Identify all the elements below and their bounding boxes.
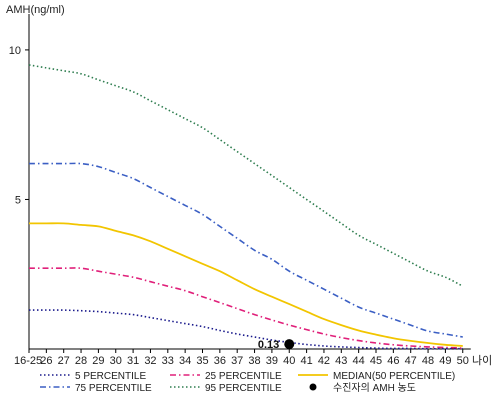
x-tick-label: 48 bbox=[422, 355, 434, 367]
series-line-5-percentile bbox=[29, 309, 463, 350]
x-tick-label: 46 bbox=[387, 355, 399, 367]
legend-swatch bbox=[309, 383, 317, 391]
x-tick-label: 32 bbox=[144, 355, 156, 367]
legend-label: 95 PERCENTILE bbox=[205, 383, 282, 394]
x-tick-label: 40 bbox=[283, 355, 295, 367]
legend-label: 5 PERCENTILE bbox=[75, 371, 146, 382]
x-tick-label: 27 bbox=[58, 355, 70, 367]
x-tick-label: 29 bbox=[92, 355, 104, 367]
legend-label: 75 PERCENTILE bbox=[75, 383, 152, 394]
legend-label: 수진자의 AMH 농도 bbox=[333, 382, 416, 394]
x-tick-label: 42 bbox=[318, 355, 330, 367]
x-tick-label: 35 bbox=[196, 355, 208, 367]
patient-marker-label: 0.13 bbox=[258, 339, 279, 351]
patient-marker: 0.13 bbox=[258, 339, 295, 351]
patient-marker-point bbox=[284, 339, 295, 350]
x-tick-label: 41 bbox=[300, 355, 312, 367]
y-ticks: 10 5 bbox=[9, 45, 29, 206]
series-line-25-percentile bbox=[28, 267, 463, 349]
x-tick-label: 37 bbox=[231, 355, 243, 367]
x-tick-label: 50 bbox=[457, 355, 469, 367]
x-tick-label: 43 bbox=[335, 355, 347, 367]
series-lines bbox=[28, 64, 464, 350]
x-tick-label: 44 bbox=[353, 355, 365, 367]
x-tick-label: 26 bbox=[40, 355, 52, 367]
x-tick-label: 49 bbox=[439, 355, 451, 367]
x-axis-label: 나이 bbox=[472, 354, 492, 367]
x-tick-label: 34 bbox=[179, 355, 191, 367]
x-tick-label: 36 bbox=[214, 355, 226, 367]
x-tick-label: 16-25 bbox=[14, 355, 42, 367]
y-tick-label: 10 bbox=[9, 45, 21, 57]
x-tick-label: 28 bbox=[75, 355, 87, 367]
x-tick-label: 47 bbox=[405, 355, 417, 367]
series-line-median-50-percentile bbox=[28, 222, 463, 347]
x-tick-label: 38 bbox=[248, 355, 260, 367]
series-line-95-percentile bbox=[28, 64, 464, 287]
x-tick-label: 31 bbox=[127, 355, 139, 367]
y-tick-label: 5 bbox=[15, 194, 21, 206]
legend-label: 25 PERCENTILE bbox=[205, 371, 282, 382]
y-axis-label: AMH(ng/ml) bbox=[6, 4, 65, 16]
x-tick-label: 45 bbox=[370, 355, 382, 367]
x-tick-label: 33 bbox=[162, 355, 174, 367]
x-tick-label: 30 bbox=[110, 355, 122, 367]
axes: AMH(ng/ml) 나이 bbox=[6, 4, 492, 367]
series-line-75-percentile bbox=[28, 162, 463, 338]
legend-label: MEDIAN(50 PERCENTILE) bbox=[333, 371, 455, 382]
x-tick-label: 39 bbox=[266, 355, 278, 367]
legend: 5 PERCENTILE 25 PERCENTILE MEDIAN(50 PERCE… bbox=[40, 371, 455, 394]
